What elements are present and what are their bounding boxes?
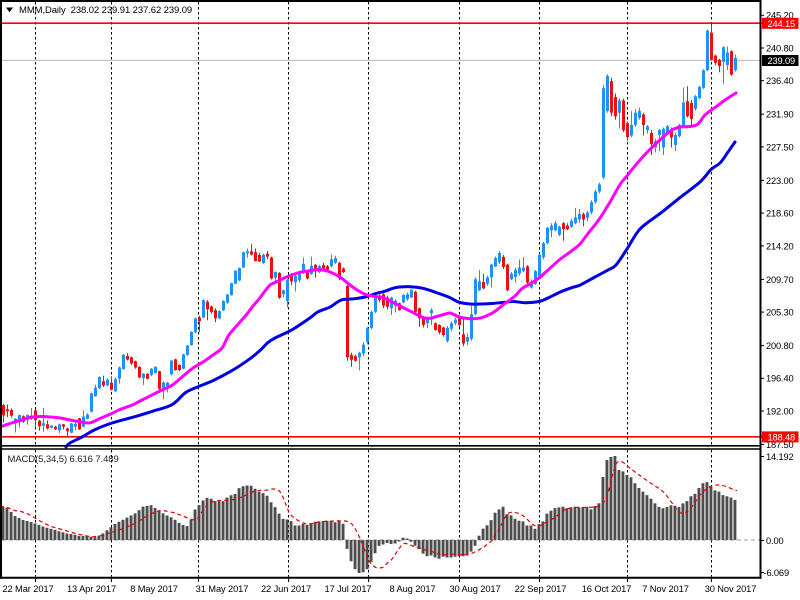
svg-text:236.40: 236.40 [766, 76, 794, 86]
svg-text:MACD(5,34,5) 6.616 7.489: MACD(5,34,5) 6.616 7.489 [8, 454, 119, 465]
svg-text:239.09: 239.09 [768, 56, 796, 66]
svg-text:0.00: 0.00 [766, 536, 784, 546]
svg-text:231.90: 231.90 [766, 110, 794, 120]
svg-text:MMM,Daily 238.02 239.91 237.6: MMM,Daily 238.02 239.91 237.62 239.09 [19, 5, 192, 16]
svg-text:214.20: 214.20 [766, 241, 794, 251]
svg-text:196.40: 196.40 [766, 374, 794, 384]
svg-text:17 Jul 2017: 17 Jul 2017 [325, 584, 372, 594]
svg-text:209.70: 209.70 [766, 275, 794, 285]
svg-text:218.60: 218.60 [766, 209, 794, 219]
svg-text:244.15: 244.15 [768, 19, 796, 29]
svg-text:-6.069: -6.069 [764, 568, 789, 578]
svg-text:245.20: 245.20 [766, 11, 794, 21]
svg-text:8 Aug 2017: 8 Aug 2017 [389, 584, 435, 594]
svg-text:13 Apr 2017: 13 Apr 2017 [67, 584, 116, 594]
svg-text:200.80: 200.80 [766, 341, 794, 351]
svg-text:187.50: 187.50 [766, 440, 794, 450]
svg-text:8 May 2017: 8 May 2017 [130, 584, 178, 594]
svg-text:7 Nov 2017: 7 Nov 2017 [642, 584, 689, 594]
svg-text:22 Mar 2017: 22 Mar 2017 [2, 584, 53, 594]
svg-text:205.30: 205.30 [766, 308, 794, 318]
svg-text:16 Oct 2017: 16 Oct 2017 [582, 584, 632, 594]
svg-text:188.48: 188.48 [768, 432, 796, 442]
svg-text:14.192: 14.192 [766, 452, 794, 462]
svg-text:192.00: 192.00 [766, 406, 794, 416]
svg-text:227.50: 227.50 [766, 142, 794, 152]
svg-text:223.00: 223.00 [766, 176, 794, 186]
svg-text:30 Nov 2017: 30 Nov 2017 [705, 584, 757, 594]
svg-text:240.80: 240.80 [766, 43, 794, 53]
svg-text:31 May 2017: 31 May 2017 [196, 584, 249, 594]
svg-text:22 Sep 2017: 22 Sep 2017 [515, 584, 567, 594]
svg-text:22 Jun 2017: 22 Jun 2017 [261, 584, 311, 594]
svg-text:30 Aug 2017: 30 Aug 2017 [449, 584, 500, 594]
